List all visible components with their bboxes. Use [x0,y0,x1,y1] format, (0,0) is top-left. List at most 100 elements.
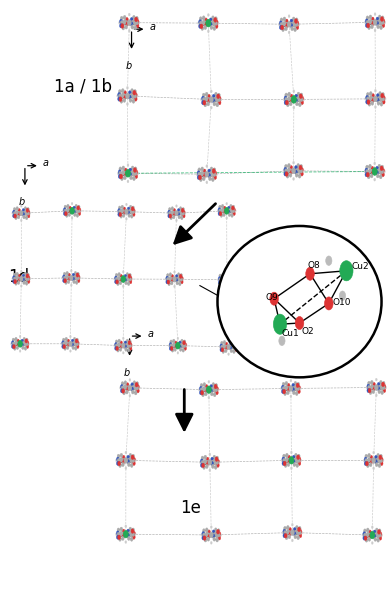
Circle shape [379,170,382,174]
Circle shape [117,528,120,532]
Circle shape [369,20,372,24]
Circle shape [204,455,207,459]
Circle shape [134,391,137,395]
Circle shape [294,530,297,534]
Circle shape [368,389,371,393]
Circle shape [211,464,214,468]
Circle shape [125,93,129,99]
Circle shape [286,174,289,178]
Circle shape [117,278,119,281]
Circle shape [210,389,212,393]
Circle shape [182,211,185,215]
Circle shape [165,278,167,280]
Circle shape [211,525,212,528]
Circle shape [132,99,135,104]
Circle shape [20,276,23,281]
Circle shape [130,537,133,541]
Circle shape [123,94,126,98]
Circle shape [281,459,283,462]
Circle shape [132,20,135,24]
Circle shape [123,171,126,176]
Circle shape [367,174,370,179]
Circle shape [379,455,382,459]
Circle shape [182,345,185,348]
Circle shape [134,90,136,94]
Circle shape [122,533,125,537]
Circle shape [169,343,172,346]
Circle shape [134,211,136,213]
Circle shape [183,214,185,218]
Circle shape [125,390,128,394]
Circle shape [169,346,172,350]
Circle shape [199,20,201,24]
Circle shape [201,167,203,171]
Circle shape [170,212,172,216]
Circle shape [118,210,121,214]
Circle shape [288,96,290,101]
Circle shape [183,210,185,214]
Circle shape [285,22,287,26]
Circle shape [229,342,232,346]
Circle shape [202,16,205,20]
Circle shape [131,387,134,391]
Circle shape [198,21,200,24]
Circle shape [285,101,289,105]
Circle shape [216,534,218,538]
Circle shape [125,209,128,214]
Circle shape [122,343,125,348]
Circle shape [25,338,28,342]
Circle shape [298,174,301,178]
Circle shape [119,459,122,463]
Circle shape [167,212,169,215]
Circle shape [134,533,136,536]
Circle shape [75,277,78,280]
Circle shape [125,218,127,220]
Circle shape [119,344,122,347]
Circle shape [196,173,198,176]
Circle shape [117,458,120,462]
Circle shape [119,533,121,537]
Circle shape [17,281,20,284]
Circle shape [385,386,387,389]
Circle shape [125,17,128,21]
Circle shape [218,208,221,212]
Circle shape [218,536,221,540]
Circle shape [131,166,134,170]
Circle shape [13,273,16,277]
Circle shape [381,390,383,394]
Circle shape [11,343,13,345]
Circle shape [209,22,212,27]
Circle shape [125,170,131,177]
Circle shape [62,342,65,346]
Circle shape [203,383,206,387]
Circle shape [365,538,368,542]
Circle shape [19,335,21,338]
Circle shape [377,387,380,391]
Circle shape [367,23,370,28]
Circle shape [116,346,118,350]
Text: b: b [19,197,25,207]
Circle shape [202,176,205,181]
Circle shape [124,95,127,99]
Circle shape [120,21,123,25]
Circle shape [78,279,80,283]
Circle shape [368,537,371,541]
Circle shape [18,278,20,282]
Circle shape [129,168,132,173]
Text: O9: O9 [265,293,278,302]
Circle shape [128,209,131,214]
Circle shape [282,531,284,534]
Circle shape [209,172,211,176]
Circle shape [364,170,366,173]
Circle shape [306,267,314,280]
Circle shape [365,173,368,177]
Circle shape [23,277,25,280]
Circle shape [11,341,14,345]
Circle shape [77,273,79,276]
Circle shape [380,166,383,171]
Circle shape [210,21,213,25]
Circle shape [292,17,295,21]
Circle shape [22,342,24,346]
Circle shape [287,102,289,107]
Circle shape [366,20,369,24]
